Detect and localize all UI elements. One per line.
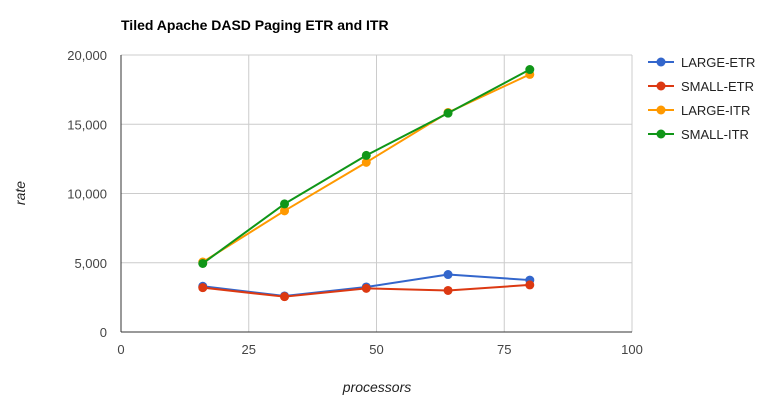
x-axis-title: processors — [342, 379, 411, 395]
data-point-large-itr — [280, 206, 290, 216]
axes — [120, 55, 632, 333]
y-axis-title: rate — [12, 181, 28, 205]
y-tick-label: 0 — [100, 325, 107, 340]
chart-title: Tiled Apache DASD Paging ETR and ITR — [121, 17, 389, 33]
data-point-small-itr — [361, 150, 371, 160]
series-small-etr — [198, 280, 535, 302]
data-point-large-itr — [361, 157, 371, 167]
y-tick-label: 15,000 — [67, 117, 107, 132]
legend-item-small-itr[interactable]: SMALL-ITR — [648, 127, 749, 142]
data-point-small-etr — [361, 283, 371, 293]
series-layer — [198, 65, 535, 302]
y-axis-ticks: 0 5,000 10,000 15,000 20,000 — [67, 48, 107, 340]
legend-item-large-etr[interactable]: LARGE-ETR — [648, 55, 755, 70]
legend-swatch-dot — [656, 105, 666, 115]
legend-swatch-dot — [656, 57, 666, 67]
legend-label: SMALL-ETR — [681, 79, 754, 94]
legend-item-large-itr[interactable]: LARGE-ITR — [648, 103, 750, 118]
y-tick-label: 20,000 — [67, 48, 107, 63]
series-line-large-itr — [202, 73, 531, 263]
legend-swatch-dot — [656, 81, 666, 91]
x-tick-label: 25 — [242, 342, 256, 357]
series-small-itr — [198, 65, 535, 268]
data-point-small-etr — [443, 285, 453, 295]
data-point-small-itr — [198, 258, 208, 268]
y-tick-label: 10,000 — [67, 187, 107, 202]
grid — [121, 54, 633, 332]
legend: LARGE-ETR SMALL-ETR LARGE-ITR SMALL-ITR — [648, 55, 755, 142]
legend-item-small-etr[interactable]: SMALL-ETR — [648, 79, 754, 94]
x-axis-ticks: 0 25 50 75 100 — [117, 342, 642, 357]
legend-label: LARGE-ITR — [681, 103, 750, 118]
data-point-large-etr — [443, 270, 453, 280]
y-tick-label: 5,000 — [74, 256, 107, 271]
x-tick-label: 0 — [117, 342, 124, 357]
data-point-small-etr — [198, 283, 208, 293]
data-point-small-itr — [280, 199, 290, 209]
legend-label: SMALL-ITR — [681, 127, 749, 142]
data-point-small-itr — [443, 108, 453, 118]
data-point-small-etr — [280, 292, 290, 302]
legend-swatch-dot — [656, 129, 666, 139]
x-tick-label: 50 — [369, 342, 383, 357]
x-tick-label: 75 — [497, 342, 511, 357]
x-tick-label: 100 — [621, 342, 643, 357]
legend-label: LARGE-ETR — [681, 55, 755, 70]
data-point-small-itr — [525, 65, 535, 75]
data-point-small-etr — [525, 280, 535, 290]
